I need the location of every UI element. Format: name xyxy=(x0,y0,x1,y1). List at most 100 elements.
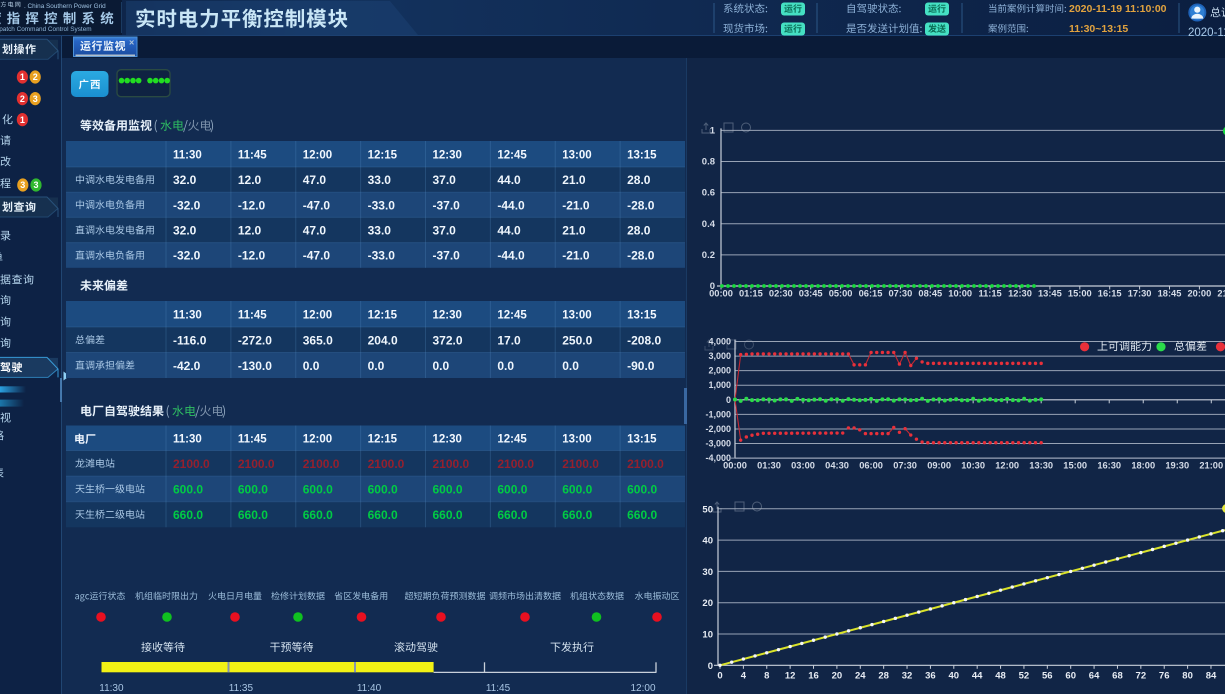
svg-text:03:45: 03:45 xyxy=(799,289,823,299)
svg-text:0: 0 xyxy=(708,661,713,672)
svg-text:2: 2 xyxy=(20,94,25,104)
svg-text:600.0: 600.0 xyxy=(238,482,268,496)
svg-text:13:15: 13:15 xyxy=(627,434,657,446)
svg-text:0: 0 xyxy=(710,281,715,292)
svg-text:16:15: 16:15 xyxy=(1098,289,1122,299)
svg-text:12:00: 12:00 xyxy=(630,683,655,694)
svg-text:13:30: 13:30 xyxy=(1029,461,1053,471)
svg-text:04:30: 04:30 xyxy=(825,461,849,471)
svg-text:-33.0: -33.0 xyxy=(368,198,396,212)
svg-text:4: 4 xyxy=(741,670,747,681)
svg-text:10:00: 10:00 xyxy=(948,289,972,299)
svg-text:11:30~13:15: 11:30~13:15 xyxy=(1069,23,1128,35)
svg-text:660.0: 660.0 xyxy=(562,508,592,522)
svg-text:10:30: 10:30 xyxy=(961,461,985,471)
svg-text:0.0: 0.0 xyxy=(368,359,385,373)
svg-text:-12.0: -12.0 xyxy=(238,198,266,212)
svg-text:13:00: 13:00 xyxy=(562,434,591,446)
svg-text:32.0: 32.0 xyxy=(173,224,197,238)
svg-text:12:45: 12:45 xyxy=(497,434,527,446)
svg-text:50: 50 xyxy=(702,504,713,515)
svg-text:-272.0: -272.0 xyxy=(238,333,272,347)
svg-text:12:00: 12:00 xyxy=(303,434,332,446)
svg-text:-1,000: -1,000 xyxy=(705,409,731,419)
svg-text:3: 3 xyxy=(33,180,38,190)
svg-text:600.0: 600.0 xyxy=(497,482,527,496)
svg-text:0.2: 0.2 xyxy=(702,250,715,261)
svg-text:12:15: 12:15 xyxy=(368,310,398,322)
svg-text:-28.0: -28.0 xyxy=(627,198,655,212)
svg-text:12:30: 12:30 xyxy=(433,434,462,446)
svg-text:40: 40 xyxy=(949,670,960,681)
svg-text:600.0: 600.0 xyxy=(433,482,463,496)
svg-text:-3,000: -3,000 xyxy=(705,439,731,449)
svg-text:-21.0: -21.0 xyxy=(562,198,590,212)
svg-text:600.0: 600.0 xyxy=(303,482,333,496)
svg-text:03:00: 03:00 xyxy=(791,461,815,471)
svg-text:33.0: 33.0 xyxy=(368,224,392,238)
svg-text:33.0: 33.0 xyxy=(368,173,392,187)
svg-text:0.0: 0.0 xyxy=(562,359,579,373)
svg-text:84: 84 xyxy=(1206,670,1217,681)
svg-text:40: 40 xyxy=(702,536,713,547)
svg-text:1,000: 1,000 xyxy=(708,380,731,390)
svg-text:-90.0: -90.0 xyxy=(627,359,655,373)
svg-text:30: 30 xyxy=(702,567,713,578)
svg-text:68: 68 xyxy=(1112,670,1123,681)
svg-text:11:30: 11:30 xyxy=(173,310,202,322)
svg-text:16:30: 16:30 xyxy=(1097,461,1121,471)
svg-text:-21.0: -21.0 xyxy=(562,249,590,263)
svg-text:0.0: 0.0 xyxy=(303,359,320,373)
svg-text:-32.0: -32.0 xyxy=(173,198,201,212)
svg-text:2: 2 xyxy=(33,72,38,82)
svg-text:06:15: 06:15 xyxy=(859,289,883,299)
svg-text:12:30: 12:30 xyxy=(1008,289,1032,299)
svg-text:20: 20 xyxy=(702,598,713,609)
svg-text:47.0: 47.0 xyxy=(303,173,327,187)
svg-text:0.4: 0.4 xyxy=(702,219,716,230)
svg-text:8: 8 xyxy=(764,670,769,681)
svg-text:-44.0: -44.0 xyxy=(497,198,525,212)
svg-text:60: 60 xyxy=(1065,670,1076,681)
svg-text:11:45: 11:45 xyxy=(238,434,267,446)
svg-text:52: 52 xyxy=(1019,670,1030,681)
svg-text:-47.0: -47.0 xyxy=(303,198,331,212)
svg-text:12:45: 12:45 xyxy=(497,150,527,162)
svg-text:-47.0: -47.0 xyxy=(303,249,331,263)
svg-text:32: 32 xyxy=(902,670,913,681)
svg-text:21.0: 21.0 xyxy=(562,224,586,238)
svg-text:660.0: 660.0 xyxy=(238,508,268,522)
svg-text:18:00: 18:00 xyxy=(1131,461,1155,471)
svg-text:24: 24 xyxy=(855,670,866,681)
svg-text:1: 1 xyxy=(20,115,25,125)
svg-text:28: 28 xyxy=(878,670,889,681)
svg-text:11:30: 11:30 xyxy=(99,683,124,694)
svg-text:12:30: 12:30 xyxy=(433,150,462,162)
svg-text:2,000: 2,000 xyxy=(708,366,731,376)
svg-text:2100.0: 2100.0 xyxy=(368,457,405,471)
svg-text:12:00: 12:00 xyxy=(303,310,332,322)
svg-text:12:45: 12:45 xyxy=(497,310,527,322)
svg-text:11:45: 11:45 xyxy=(238,310,267,322)
svg-text:05:00: 05:00 xyxy=(829,289,853,299)
svg-text:07:30: 07:30 xyxy=(893,461,917,471)
svg-text:1: 1 xyxy=(710,125,716,136)
svg-text:600.0: 600.0 xyxy=(562,482,592,496)
svg-text:17.0: 17.0 xyxy=(497,333,521,347)
svg-text:13:00: 13:00 xyxy=(562,310,591,322)
svg-text:11:45: 11:45 xyxy=(486,683,511,694)
svg-text:44: 44 xyxy=(972,670,983,681)
svg-text:600.0: 600.0 xyxy=(627,482,657,496)
svg-text:2100.0: 2100.0 xyxy=(562,457,599,471)
svg-text:12.0: 12.0 xyxy=(238,224,262,238)
svg-text:13:15: 13:15 xyxy=(627,150,657,162)
svg-text:11:30: 11:30 xyxy=(173,434,202,446)
svg-text:600.0: 600.0 xyxy=(173,482,203,496)
svg-text:×: × xyxy=(129,38,134,48)
svg-text:0.8: 0.8 xyxy=(702,157,715,168)
svg-text:11:45: 11:45 xyxy=(238,150,267,162)
svg-text:13:15: 13:15 xyxy=(627,310,657,322)
svg-text:12:00: 12:00 xyxy=(995,461,1019,471)
svg-text:11:30: 11:30 xyxy=(173,150,202,162)
svg-text:21.0: 21.0 xyxy=(562,173,586,187)
